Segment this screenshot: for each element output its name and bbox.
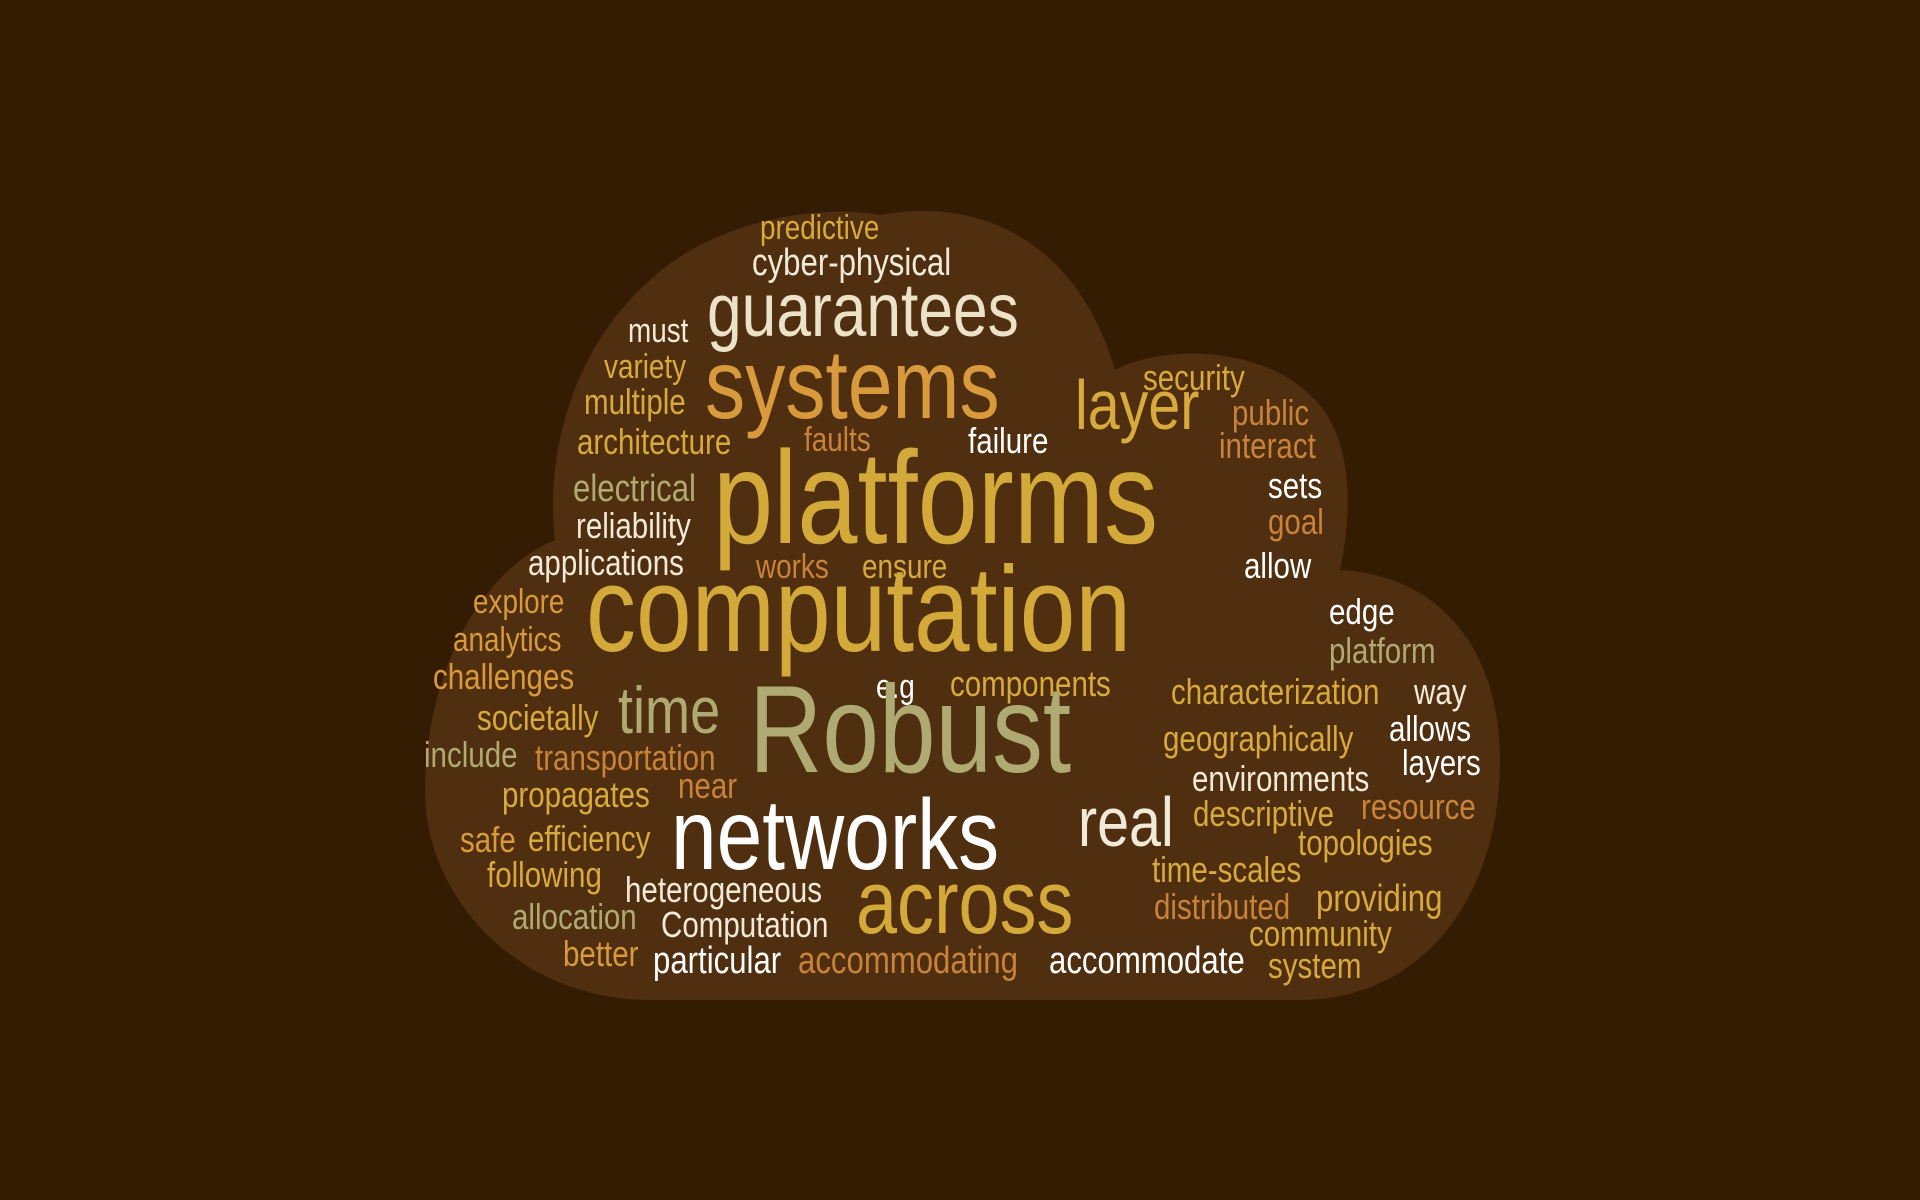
word-electrical: electrical <box>573 468 696 510</box>
word-computation-lower: Computation <box>661 904 829 945</box>
word-predictive: predictive <box>760 209 880 247</box>
word-robust: Robust <box>749 661 1072 799</box>
word-include: include <box>424 734 518 775</box>
word-real: real <box>1078 783 1174 861</box>
word-topologies: topologies <box>1298 822 1433 863</box>
word-systems: systems <box>705 329 1000 439</box>
word-characterization: characterization <box>1171 671 1380 712</box>
word-distributed: distributed <box>1154 886 1291 927</box>
word-geographically: geographically <box>1163 718 1354 759</box>
word-computation: computation <box>586 541 1132 677</box>
word-time: time <box>618 673 721 747</box>
word-allows: allows <box>1389 708 1472 749</box>
word-components: components <box>950 663 1111 704</box>
word-heterogeneous: heterogeneous <box>625 869 822 910</box>
word-safe: safe <box>460 819 516 860</box>
word-faults: faults <box>804 421 871 459</box>
word-multiple: multiple <box>584 381 686 422</box>
word-platforms: platforms <box>713 424 1159 571</box>
word-goal: goal <box>1268 501 1324 542</box>
word-architecture: architecture <box>577 421 732 462</box>
word-way: way <box>1414 671 1467 712</box>
word-platform: platform <box>1329 630 1436 671</box>
word-edge: edge <box>1329 591 1395 632</box>
word-efficiency: efficiency <box>528 818 651 859</box>
word-interact: interact <box>1219 425 1316 466</box>
word-public: public <box>1232 392 1310 433</box>
word-networks: networks <box>671 779 1000 891</box>
word-resource: resource <box>1361 786 1476 827</box>
word-descriptive: descriptive <box>1193 793 1335 834</box>
word-ensure: ensure <box>862 548 948 586</box>
word-accommodate: accommodate <box>1049 940 1245 982</box>
word-accommodating: accommodating <box>798 940 1018 982</box>
word-allocation: allocation <box>512 896 637 937</box>
word-cyber-physical: cyber-physical <box>752 242 952 284</box>
cloud-body <box>425 210 1500 1001</box>
word-particular: particular <box>653 940 782 982</box>
word-environments: environments <box>1192 758 1370 799</box>
word-near: near <box>678 765 738 806</box>
word-community: community <box>1249 913 1392 954</box>
word-security: security <box>1143 357 1245 398</box>
word-failure: failure <box>968 420 1049 461</box>
word-layer: layer <box>1075 366 1200 444</box>
word-propagates: propagates <box>502 774 650 815</box>
word-sets: sets <box>1268 465 1323 506</box>
word-analytics: analytics <box>453 621 562 659</box>
word-works: works <box>756 548 829 586</box>
word-applications: applications <box>528 542 684 583</box>
word-guarantees: guarantees <box>707 268 1019 353</box>
word-providing: providing <box>1316 878 1443 920</box>
word-across: across <box>856 853 1074 953</box>
word-societally: societally <box>477 697 599 738</box>
word-following: following <box>487 854 602 895</box>
word-time-scales: time-scales <box>1152 849 1302 890</box>
word-better: better <box>563 933 639 974</box>
word-variety: variety <box>604 348 687 386</box>
word-transportation: transportation <box>535 737 716 778</box>
word-layers: layers <box>1402 742 1481 783</box>
word-e-g: e.g <box>876 668 915 706</box>
word-allow: allow <box>1244 545 1312 586</box>
word-system: system <box>1268 945 1362 986</box>
word-challenges: challenges <box>433 656 575 697</box>
word-explore: explore <box>473 583 565 621</box>
word-must: must <box>628 312 689 350</box>
word-reliability: reliability <box>576 505 691 546</box>
